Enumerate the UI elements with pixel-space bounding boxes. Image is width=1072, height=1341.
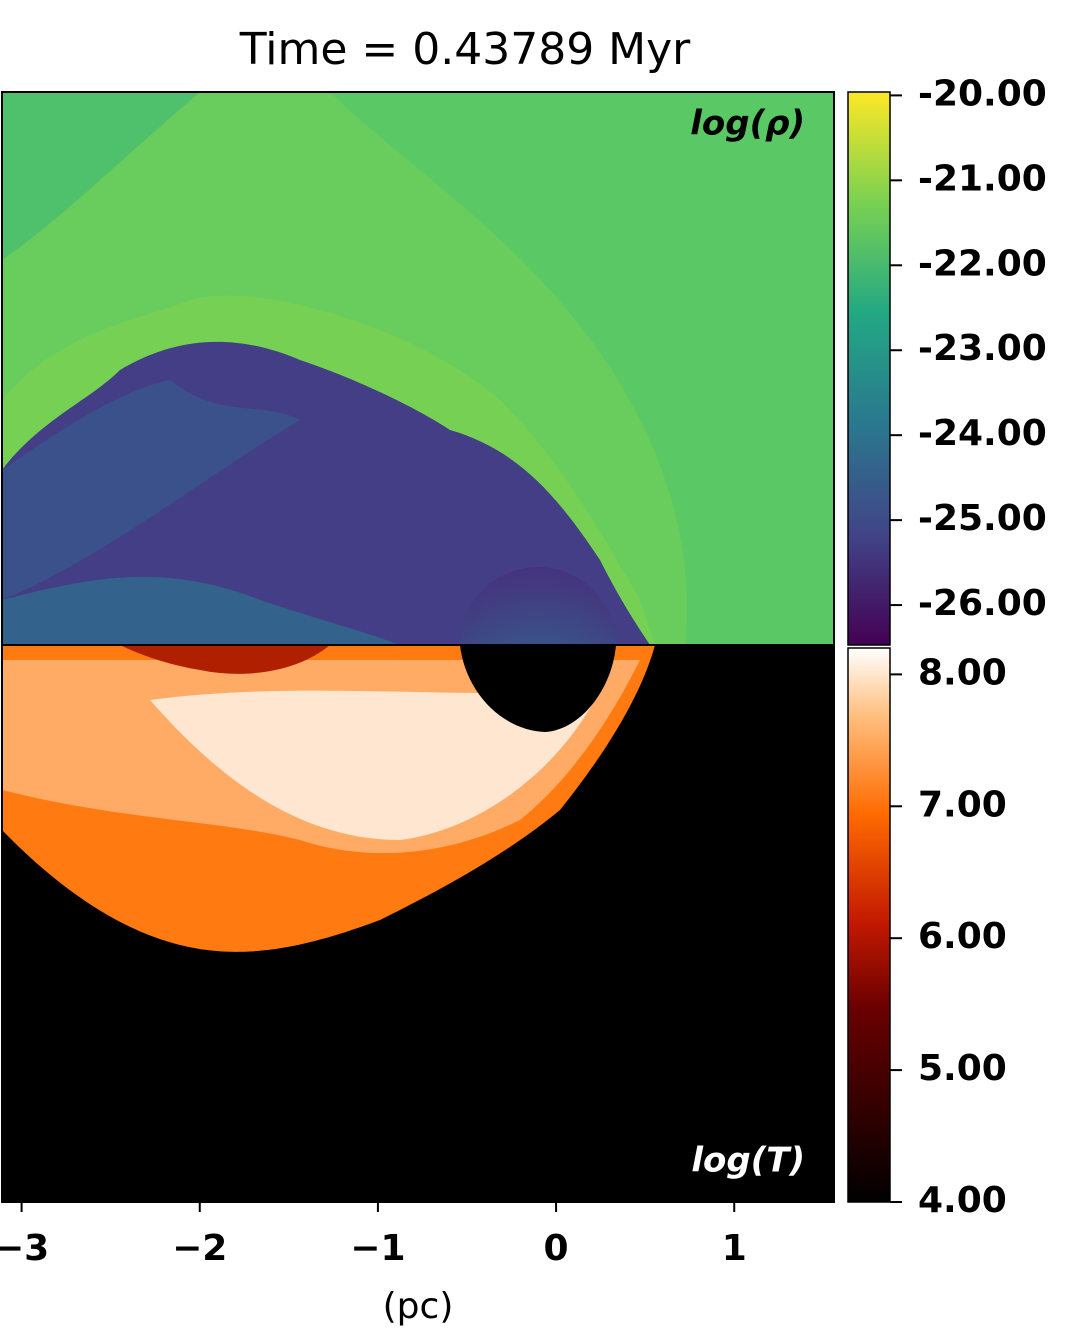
colorbar-tick-label: 5.00 <box>918 1048 1007 1089</box>
density-colorbar <box>847 91 891 646</box>
chart-title: Time = 0.43789 Myr <box>239 24 691 75</box>
colorbar-tick-label: -24.00 <box>918 413 1047 454</box>
colorbar-tick-label: -20.00 <box>918 73 1047 114</box>
x-tick-label: −2 <box>172 1228 227 1269</box>
colorbar-tick-label: 6.00 <box>918 916 1007 957</box>
panel-label: log(ρ) <box>690 104 805 144</box>
colorbar-tick-label: -25.00 <box>918 498 1047 539</box>
x-tick-label: −3 <box>0 1228 49 1269</box>
x-tick-label: 0 <box>544 1228 569 1269</box>
colorbar-tick-label: 7.00 <box>918 784 1007 825</box>
x-tick-label: 1 <box>722 1228 747 1269</box>
colorbar-tick-label: 8.00 <box>918 652 1007 693</box>
x-tick-label: −1 <box>350 1228 405 1269</box>
colorbar-tick-label: -26.00 <box>918 583 1047 624</box>
temperature-image <box>2 645 834 1202</box>
panel-label: log(T) <box>691 1141 805 1181</box>
colorbar-tick-label: -21.00 <box>918 158 1047 199</box>
colorbar-tick-label: 4.00 <box>918 1180 1007 1221</box>
x-axis-label: (pc) <box>383 1286 454 1327</box>
density-image <box>2 92 834 645</box>
colorbar-tick-label: -23.00 <box>918 328 1047 369</box>
plot-frame <box>1 91 835 1203</box>
colorbar-tick-label: -22.00 <box>918 243 1047 284</box>
temperature-colorbar <box>847 647 891 1203</box>
